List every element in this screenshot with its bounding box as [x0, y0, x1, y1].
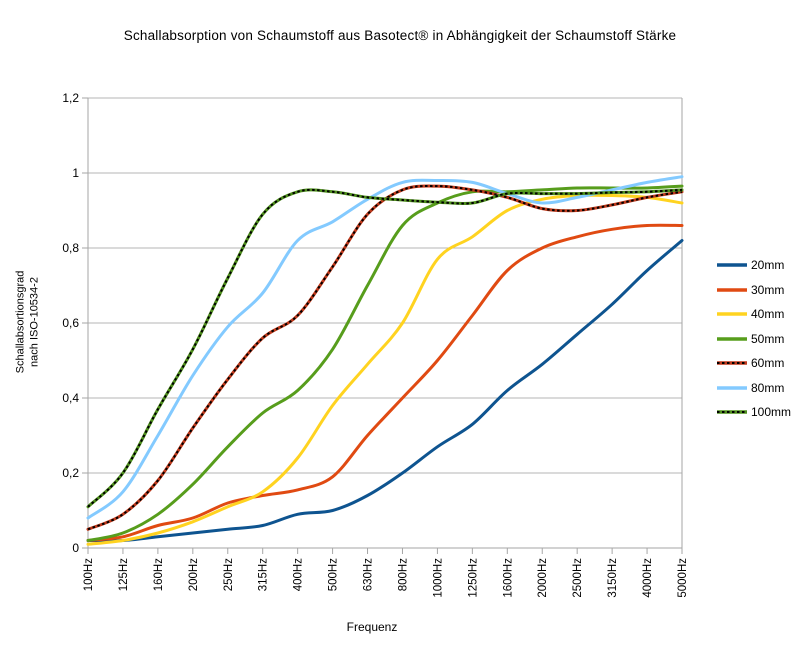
legend-label-80mm: 80mm: [751, 380, 785, 395]
y-tick-label: 0,2: [62, 466, 79, 480]
y-tick-label: 1,2: [62, 91, 79, 105]
x-tick-label: 1600Hz: [502, 558, 514, 598]
series-line-40mm: [86, 193, 684, 546]
legend-label-30mm: 30mm: [751, 282, 785, 297]
y-axis-title: Schallabsortionsgrad nach ISO-10534-2: [14, 271, 43, 374]
legend-item-30mm: 30mm: [716, 278, 791, 303]
series-line-20mm: [86, 239, 684, 543]
y-tick-label: 0,6: [62, 316, 79, 330]
legend-label-50mm: 50mm: [751, 331, 785, 346]
legend-swatch-60mm: [717, 361, 747, 365]
series-line-overlay-100mm: [87, 188, 683, 508]
legend-label-60mm: 60mm: [751, 356, 785, 371]
x-tick-label: 200Hz: [188, 558, 200, 591]
x-tick-label: 2000Hz: [537, 558, 549, 598]
x-tick-label: 1000Hz: [432, 558, 444, 598]
series-line-100mm: [86, 188, 684, 509]
legend-item-20mm: 20mm: [716, 253, 791, 278]
y-tick-label: 0: [72, 541, 79, 555]
x-tick-label: 1250Hz: [467, 558, 479, 598]
legend-swatch-80mm: [717, 386, 747, 390]
y-axis-title-line2: nach ISO-10534-2: [29, 277, 41, 367]
x-tick-label: 800Hz: [397, 558, 409, 591]
y-tick-label: 1: [72, 166, 79, 180]
series-line-30mm: [86, 223, 684, 542]
x-tick-label: 250Hz: [223, 558, 235, 591]
y-tick-label: 0,4: [62, 391, 79, 405]
chart-title: Schallabsorption von Schaumstoff aus Bas…: [123, 28, 677, 43]
legend-swatch-40mm: [717, 312, 747, 316]
x-axis-title: Frequenz: [346, 620, 398, 634]
x-tick-label: 100Hz: [83, 558, 95, 591]
legend-item-100mm: 100mm: [716, 400, 791, 425]
legend-item-50mm: 50mm: [716, 327, 791, 352]
legend-swatch-30mm: [717, 288, 747, 292]
x-tick-label: 3150Hz: [607, 558, 619, 598]
series-line-50mm: [86, 184, 684, 542]
y-tick-label: 0,8: [62, 241, 79, 255]
x-tick-label: 4000Hz: [642, 558, 654, 598]
series-line-overlay-60mm: [87, 185, 683, 531]
legend: 20mm 30mm 40mm 50mm 60mm 80mm 100mm: [716, 253, 791, 425]
legend-item-60mm: 60mm: [716, 351, 791, 376]
x-tick-label: 125Hz: [118, 558, 130, 591]
legend-label-40mm: 40mm: [751, 307, 785, 322]
x-tick-label: 160Hz: [153, 558, 165, 591]
legend-swatch-20mm: [717, 263, 747, 267]
x-tick-label: 400Hz: [293, 558, 305, 591]
x-tick-label: 315Hz: [258, 558, 270, 591]
legend-swatch-50mm: [717, 337, 747, 341]
legend-label-20mm: 20mm: [751, 258, 785, 273]
legend-item-40mm: 40mm: [716, 302, 791, 327]
series-line-80mm: [86, 175, 684, 520]
x-tick-label: 5000Hz: [677, 558, 689, 598]
x-tick-label: 630Hz: [363, 558, 375, 591]
series-line-60mm: [86, 184, 684, 531]
y-axis-title-line1: Schallabsortionsgrad: [14, 270, 27, 374]
legend-item-80mm: 80mm: [716, 376, 791, 401]
legend-label-100mm: 100mm: [751, 405, 792, 420]
legend-swatch-100mm: [717, 410, 747, 414]
x-tick-label: 2500Hz: [572, 558, 584, 598]
x-tick-label: 500Hz: [328, 558, 340, 591]
